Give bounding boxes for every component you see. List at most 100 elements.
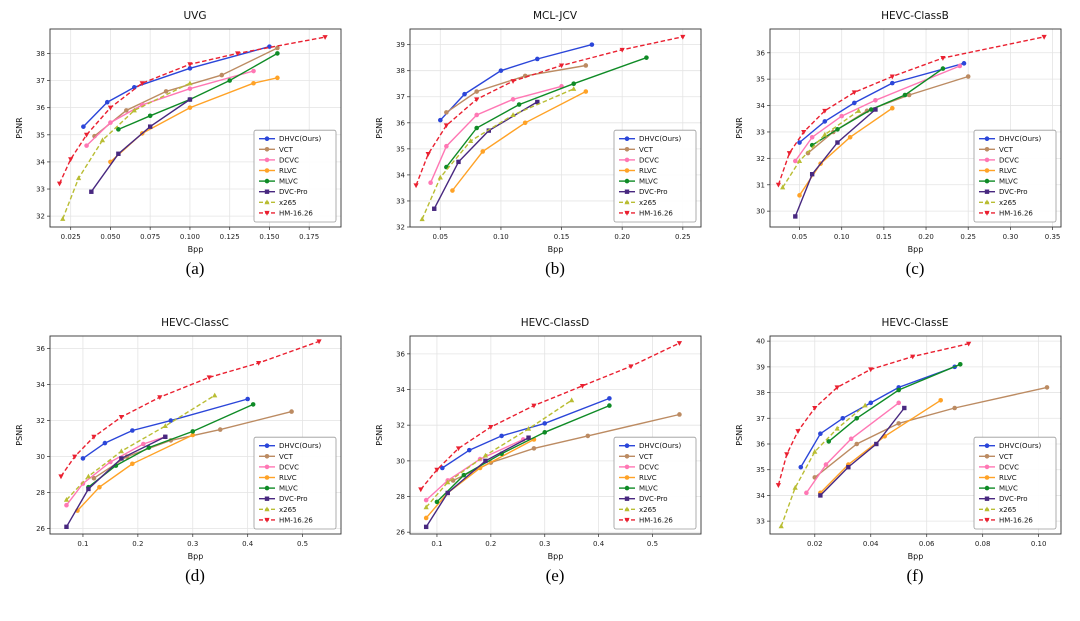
svg-text:MLVC: MLVC	[279, 485, 298, 493]
series-x265	[423, 397, 574, 510]
plot-area	[409, 28, 701, 228]
svg-text:0.150: 0.150	[259, 233, 279, 241]
svg-text:DHVC(Ours): DHVC(Ours)	[279, 135, 322, 143]
chart-title-hevc-classe: HEVC-ClassE	[881, 317, 949, 329]
svg-text:38: 38	[36, 50, 45, 58]
svg-text:x265: x265	[639, 199, 657, 207]
caption-a: (a)	[185, 259, 205, 278]
svg-text:0.08: 0.08	[974, 540, 990, 548]
svg-text:0.10: 0.10	[833, 233, 849, 241]
series-vct	[91, 45, 280, 139]
svg-text:0.4: 0.4	[242, 540, 254, 548]
series-dcvc	[803, 400, 901, 496]
panel-c: HEVC-ClassB 0.05 0.10 0.15 0.20 0.25 0.30 0.35…	[720, 10, 1080, 279]
svg-text:RLVC: RLVC	[279, 167, 297, 175]
svg-text:40: 40	[756, 338, 765, 346]
svg-text:x265: x265	[279, 506, 297, 514]
chart-svg: 0.02 0.04 0.06 0.08 0.10 33 34 35 36 37 38 39 40 Bpp P…	[735, 335, 1061, 561]
svg-text:0.10: 0.10	[493, 233, 509, 241]
svg-text:36: 36	[36, 345, 45, 353]
svg-text:26: 26	[396, 529, 405, 537]
series-dhvc-ours-	[80, 44, 272, 129]
series-rlvc	[449, 89, 588, 193]
plot-area	[769, 335, 1061, 535]
series-mlvc	[825, 361, 963, 444]
chart-title-mcl-jcv: MCL-JCV	[532, 10, 578, 22]
svg-text:0.10: 0.10	[1030, 540, 1046, 548]
svg-text:30: 30	[36, 453, 45, 461]
svg-text:34: 34	[36, 158, 45, 166]
svg-text:HM-16.26: HM-16.26	[999, 516, 1033, 524]
svg-text:32: 32	[36, 417, 45, 425]
svg-text:DVC-Pro: DVC-Pro	[999, 188, 1028, 196]
svg-text:34: 34	[396, 171, 405, 179]
series-hm-16-26	[56, 35, 328, 187]
series-hm-16-26	[775, 34, 1047, 188]
series-x265	[63, 392, 217, 502]
svg-text:HM-16.26: HM-16.26	[279, 516, 313, 524]
y-axis-label: PSNR	[15, 424, 24, 446]
plot-area	[769, 28, 1061, 228]
chart-hevc-classe: 0.02 0.04 0.06 0.08 0.10 33 34 35 36 37 38 39 40 Bpp P…	[733, 330, 1068, 562]
panel-e: HEVC-ClassD 0.1 0.2 0.3 0.4 0.5 26 28 30 32 34 36 B…	[360, 317, 720, 586]
svg-text:0.15: 0.15	[876, 233, 892, 241]
svg-text:28: 28	[36, 489, 45, 497]
svg-text:DCVC: DCVC	[279, 463, 299, 471]
svg-text:HM-16.26: HM-16.26	[999, 209, 1033, 217]
x-axis-label: Bpp	[187, 245, 203, 254]
chart-hevc-classc: 0.1 0.2 0.3 0.4 0.5 26 28 30 32 34 36 Bpp PSNR DHVC(O…	[13, 330, 348, 562]
x-axis-label: Bpp	[907, 245, 923, 254]
series-hm-16-26	[412, 34, 685, 189]
svg-text:DHVC(Ours): DHVC(Ours)	[999, 442, 1042, 450]
series-vct	[443, 63, 588, 115]
svg-text:x265: x265	[999, 199, 1017, 207]
svg-text:33: 33	[36, 186, 45, 194]
svg-text:MLVC: MLVC	[639, 485, 658, 493]
panel-a: UVG 0.025 0.050 0.075 0.100 0.125 0.150 0.175 3…	[0, 10, 360, 279]
svg-text:DCVC: DCVC	[639, 156, 659, 164]
svg-text:0.25: 0.25	[960, 233, 976, 241]
svg-text:36: 36	[396, 350, 405, 358]
svg-text:32: 32	[36, 213, 45, 221]
svg-text:0.06: 0.06	[918, 540, 934, 548]
svg-text:VCT: VCT	[999, 453, 1014, 461]
svg-text:39: 39	[756, 363, 765, 371]
svg-text:DVC-Pro: DVC-Pro	[639, 188, 668, 196]
chart-uvg: 0.025 0.050 0.075 0.100 0.125 0.150 0.175 32 33 3…	[13, 23, 348, 255]
chart-svg: 0.05 0.10 0.15 0.20 0.25 0.30 0.35 30 31 32 33 34 35…	[735, 28, 1061, 254]
svg-text:35: 35	[396, 145, 405, 153]
series-dcvc	[63, 434, 168, 508]
series-dvc-pro	[63, 434, 168, 529]
series-dvc-pro	[431, 99, 540, 211]
svg-text:DVC-Pro: DVC-Pro	[279, 495, 308, 503]
svg-text:VCT: VCT	[639, 453, 654, 461]
series-vct	[805, 74, 971, 156]
svg-text:HM-16.26: HM-16.26	[639, 209, 673, 217]
series-dhvc-ours-	[437, 42, 594, 123]
series-dvc-pro	[423, 435, 531, 530]
svg-text:34: 34	[756, 102, 765, 110]
chart-title-hevc-classc: HEVC-ClassC	[161, 317, 229, 329]
svg-text:DHVC(Ours): DHVC(Ours)	[639, 135, 682, 143]
svg-text:34: 34	[36, 381, 45, 389]
svg-text:DHVC(Ours): DHVC(Ours)	[279, 442, 322, 450]
svg-text:0.050: 0.050	[100, 233, 120, 241]
svg-text:0.5: 0.5	[296, 540, 307, 548]
svg-text:37: 37	[396, 93, 405, 101]
svg-text:VCT: VCT	[999, 146, 1014, 154]
svg-text:32: 32	[396, 422, 405, 430]
chart-svg: 0.05 0.10 0.15 0.20 0.25 32 33 34 35 36 37 38 39 Bpp P…	[375, 28, 701, 254]
series-dcvc	[792, 63, 962, 164]
svg-text:DCVC: DCVC	[999, 463, 1019, 471]
svg-text:HM-16.26: HM-16.26	[639, 516, 673, 524]
svg-text:DHVC(Ours): DHVC(Ours)	[639, 442, 682, 450]
svg-text:0.1: 0.1	[431, 540, 442, 548]
svg-text:DVC-Pro: DVC-Pro	[639, 495, 668, 503]
chart-svg: 0.1 0.2 0.3 0.4 0.5 26 28 30 32 34 36 Bpp PSNR DHVC(O…	[375, 335, 701, 561]
svg-text:DVC-Pro: DVC-Pro	[999, 495, 1028, 503]
series-x265	[779, 108, 861, 190]
panel-d: HEVC-ClassC 0.1 0.2 0.3 0.4 0.5 26 28 30 32 34 36 B…	[0, 317, 360, 586]
plot-area	[49, 28, 341, 228]
svg-text:0.3: 0.3	[187, 540, 198, 548]
svg-text:x265: x265	[999, 506, 1017, 514]
